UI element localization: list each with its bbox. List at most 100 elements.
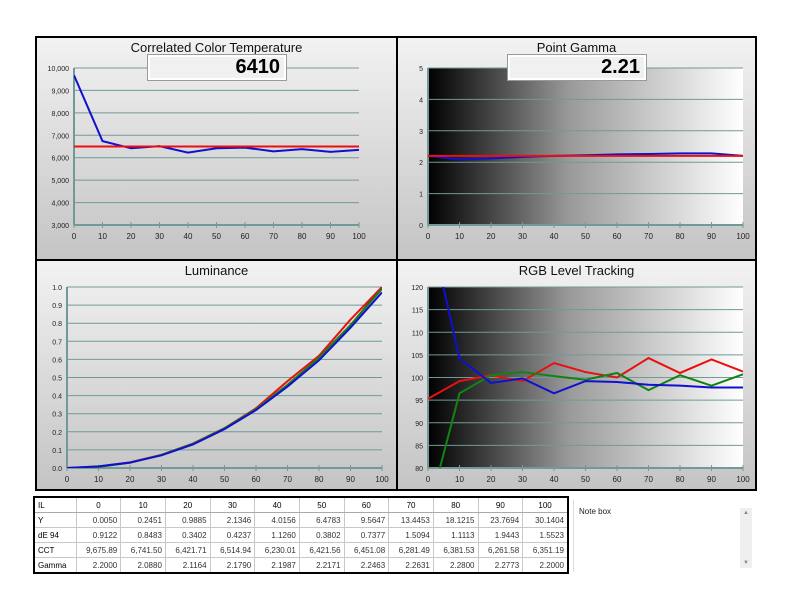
chart-svg: 80 85 90 95 100 105 110 115 120 0 10 20 30 40 50 60 70 80… — [411, 285, 750, 484]
x-tick-label: 70 — [283, 475, 292, 484]
x-tick-label: 60 — [252, 475, 261, 484]
y-tick-label: 0.3 — [52, 412, 62, 419]
chart-svg: 3,000 4,000 5,000 6,000 7,000 8,000 9,000 10,00… — [48, 66, 367, 241]
table-cell: 13.4453 — [388, 512, 434, 528]
table-row: Y 0.0050 0.2451 0.9885 2.1346 4.0156 6.4783 9.5… — [33, 512, 569, 528]
table-column-header: 70 — [388, 496, 434, 513]
x-tick-label: 90 — [346, 475, 355, 484]
y-tick-label: 10,000 — [48, 66, 70, 73]
x-tick-label: 10 — [94, 475, 103, 484]
table-cell: 6,381.53 — [432, 542, 479, 558]
table-cell: 6,230.01 — [254, 542, 300, 558]
x-tick-label: 0 — [426, 475, 431, 484]
table-cell: 0.3402 — [164, 527, 211, 543]
table-column-header: 0 — [75, 496, 122, 513]
x-tick-label: 20 — [487, 232, 496, 241]
point-gamma-chart-panel: 0 1 2 3 4 5 0 10 20 30 40 50 60 70 80 90 100 Point Gamma … — [398, 38, 755, 259]
note-box-scrollbar[interactable]: ▲ ▼ — [740, 508, 752, 568]
y-tick-label: 1.0 — [52, 285, 62, 292]
y-tick-label: 6,000 — [51, 156, 69, 163]
table-cell: 6,261.58 — [477, 542, 524, 558]
table-cell: 6,351.19 — [522, 542, 569, 558]
x-tick-label: 100 — [736, 475, 750, 484]
table-cell: 2.2631 — [388, 557, 434, 574]
y-tick-label: 4 — [419, 97, 423, 104]
table-row: dE 94 0.9122 0.8483 0.3402 0.4237 1.1260 0.380… — [33, 527, 569, 543]
y-tick-label: 9,000 — [51, 88, 69, 95]
y-tick-label: 100 — [411, 376, 423, 383]
scroll-down-arrow-icon[interactable]: ▼ — [743, 560, 749, 566]
y-tick-label: 0.5 — [52, 376, 62, 383]
cct-chart-title: Correlated Color Temperature — [130, 40, 303, 55]
x-tick-label: 50 — [212, 232, 221, 241]
y-tick-label: 80 — [415, 466, 423, 473]
y-tick-label: 0.7 — [52, 339, 62, 346]
table-row: CCT 9,675.89 6,741.50 6,421.71 6,514.94 6,230… — [33, 542, 569, 558]
y-tick-label: 8,000 — [51, 111, 69, 118]
table-cell: 0.8483 — [120, 527, 166, 543]
y-tick-label: 1 — [419, 192, 423, 199]
table-cell: 2.0880 — [120, 557, 166, 574]
table-cell: 0.9885 — [164, 512, 211, 528]
x-tick-label: 50 — [581, 475, 590, 484]
y-tick-label: 90 — [415, 421, 423, 428]
y-tick-label: 0.1 — [52, 448, 62, 455]
table-column-header: 10 — [120, 496, 166, 513]
y-tick-label: 120 — [411, 285, 423, 292]
y-tick-label: 85 — [415, 443, 423, 450]
table-column-header: 50 — [298, 496, 345, 513]
table-cell: 2.2000 — [75, 557, 122, 574]
table-column-header: 60 — [343, 496, 390, 513]
table-cell: 6,514.94 — [209, 542, 256, 558]
table-column-header: 20 — [164, 496, 211, 513]
table-cell: 2.2463 — [343, 557, 390, 574]
table-column-header: 30 — [209, 496, 256, 513]
luminance-chart-title: Luminance — [184, 263, 249, 278]
table-cell: 2.1346 — [209, 512, 256, 528]
table-cell: 6,281.49 — [388, 542, 434, 558]
table-cell: 6.4783 — [298, 512, 345, 528]
scroll-up-arrow-icon[interactable]: ▲ — [743, 510, 749, 516]
table-cell: 1.9443 — [477, 527, 524, 543]
x-tick-label: 100 — [375, 475, 389, 484]
series-line-cct — [74, 74, 359, 154]
series-line-green — [67, 288, 382, 468]
table-cell: 1.1113 — [432, 527, 479, 543]
gradient-plot-background — [428, 68, 743, 225]
x-tick-label: 90 — [707, 232, 716, 241]
rgb-level-tracking-chart-panel: 80 85 90 95 100 105 110 115 120 0 10 20 30 40 50 60 70 80… — [398, 261, 755, 489]
x-tick-label: 30 — [155, 232, 164, 241]
y-tick-label: 0.0 — [52, 466, 62, 473]
y-tick-label: 5 — [419, 66, 423, 73]
table-row: Gamma 2.2000 2.0880 2.1164 2.1790 2.1987 2.217… — [33, 557, 569, 574]
table-cell: 1.5523 — [522, 527, 569, 543]
table-cell: 6,421.71 — [164, 542, 211, 558]
table-cell: 6,451.08 — [343, 542, 390, 558]
table-cell: 23.7694 — [477, 512, 524, 528]
charts-grid: 3,000 4,000 5,000 6,000 7,000 8,000 9,000 10,00… — [35, 36, 757, 491]
table-column-header: IL — [33, 496, 77, 513]
measurement-table: IL 0 10 20 30 40 50 60 70 80 90 100 Y 0.0050 0.2451 0.9… — [33, 496, 569, 574]
rgb-level-tracking-chart-title: RGB Level Tracking — [518, 263, 635, 278]
x-tick-label: 10 — [98, 232, 107, 241]
table-cell: 1.5094 — [388, 527, 434, 543]
point-gamma-chart-title: Point Gamma — [536, 40, 617, 55]
note-box-text: Note box — [579, 507, 612, 516]
x-tick-label: 50 — [220, 475, 229, 484]
y-tick-label: 4,000 — [51, 201, 69, 208]
table-column-header: 100 — [522, 496, 569, 513]
table-cell: 0.4237 — [209, 527, 256, 543]
x-tick-label: 0 — [65, 475, 70, 484]
x-tick-label: 40 — [184, 232, 193, 241]
x-tick-label: 20 — [127, 232, 136, 241]
note-box[interactable]: Note box ▲ ▼ — [573, 500, 758, 572]
x-tick-label: 0 — [72, 232, 77, 241]
x-tick-label: 60 — [241, 232, 250, 241]
table-cell: 0.7377 — [343, 527, 390, 543]
y-tick-label: 0.9 — [52, 303, 62, 310]
y-tick-label: 3 — [419, 129, 423, 136]
table-cell: 6,421.56 — [298, 542, 345, 558]
table-column-header: 80 — [432, 496, 479, 513]
y-tick-label: 0.2 — [52, 430, 62, 437]
